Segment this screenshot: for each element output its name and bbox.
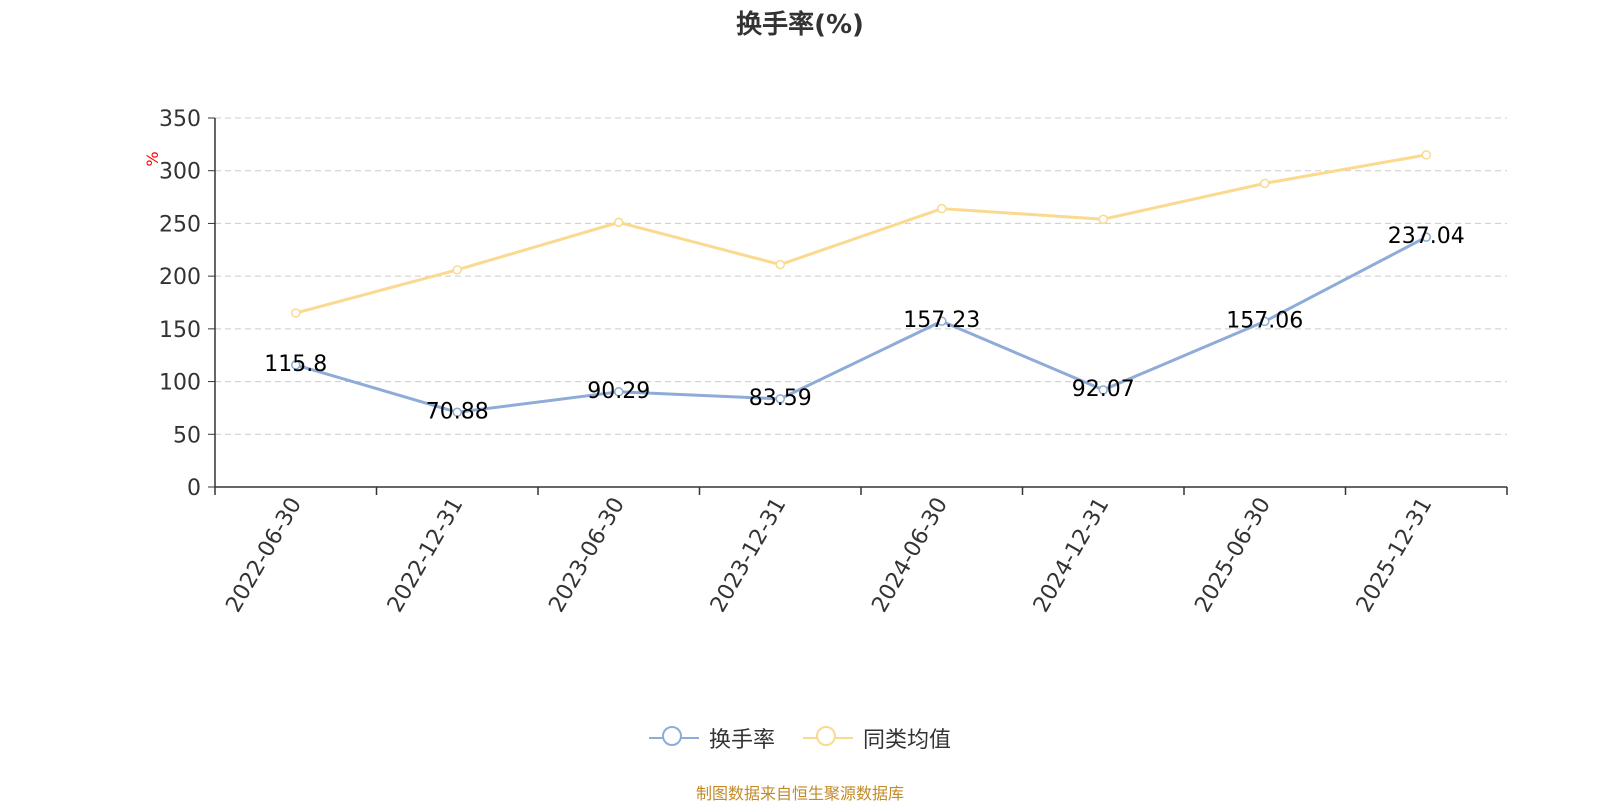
data-point (937, 316, 947, 326)
x-tick-label: 2024-06-30 (867, 494, 953, 617)
y-tick-label: 100 (159, 371, 201, 396)
y-tick-label: 250 (159, 212, 201, 237)
series-line (295, 153, 1427, 315)
legend-item-turnover[interactable]: 换手率 (648, 722, 775, 754)
x-tick-label: 2022-06-30 (221, 494, 307, 617)
data-labels: 115.8 70.88 90.29 83.59 157.23 92.07 157.06 237… (264, 224, 1464, 424)
data-point (937, 203, 947, 214)
data-point (614, 217, 624, 228)
data-point (1260, 316, 1270, 327)
series-lines (291, 150, 1431, 418)
data-label: 157.23 (903, 308, 980, 333)
legend-line-circle-icon (648, 726, 699, 750)
x-tick-label: 2023-12-31 (706, 494, 792, 617)
chart-title: 换手率(%) (736, 10, 864, 40)
legend-label: 换手率 (708, 728, 775, 753)
data-point (1421, 232, 1431, 242)
grid-lines (215, 117, 1507, 435)
y-tick-label: 300 (159, 160, 201, 185)
data-label: 157.06 (1226, 308, 1303, 333)
x-tick-label: 2023-06-30 (544, 494, 630, 617)
source-note: 制图数据来自恒生聚源数据库 (695, 784, 904, 803)
series-line (295, 235, 1427, 414)
y-tick-label: 150 (159, 318, 201, 343)
legend-label: 同类均值 (863, 728, 952, 753)
data-point (1098, 385, 1108, 395)
data-label: 90.29 (587, 379, 650, 404)
y-tick-label: 50 (173, 423, 201, 448)
legend-line-circle-icon (803, 726, 853, 750)
data-label: 115.8 (264, 352, 327, 377)
data-point (452, 265, 462, 275)
data-label: 83.59 (749, 386, 812, 411)
y-tick-label: 350 (159, 107, 201, 132)
x-tick-label: 2025-12-31 (1352, 494, 1438, 617)
y-tick-label: 0 (187, 476, 201, 501)
data-point (614, 387, 624, 397)
data-point (291, 360, 301, 370)
axes (208, 117, 1508, 495)
data-point (1260, 178, 1270, 189)
data-point (452, 407, 462, 418)
data-point (775, 259, 785, 270)
x-tick-label: 2024-12-31 (1029, 494, 1115, 617)
y-tick-labels: 0 50 100 150 200 250 300 350 (159, 107, 201, 501)
data-label: 70.88 (426, 399, 489, 424)
x-tick-label: 2022-12-31 (383, 494, 469, 617)
y-tick-label: 200 (159, 265, 201, 290)
data-label: 237.04 (1388, 224, 1465, 249)
y-axis-unit-label: % (143, 151, 162, 166)
data-point (1098, 214, 1108, 224)
data-point (291, 308, 301, 318)
x-tick-labels: 2022-06-30 2022-12-31 2023-06-30 2023-12-31… (221, 494, 1437, 617)
data-point (775, 394, 785, 404)
data-point (1421, 150, 1431, 160)
data-label: 92.07 (1072, 377, 1135, 402)
x-tick-label: 2025-06-30 (1190, 494, 1276, 617)
legend-item-peer-average[interactable]: 同类均值 (803, 722, 951, 754)
legend: 换手率 同类均值 (0, 722, 1600, 754)
